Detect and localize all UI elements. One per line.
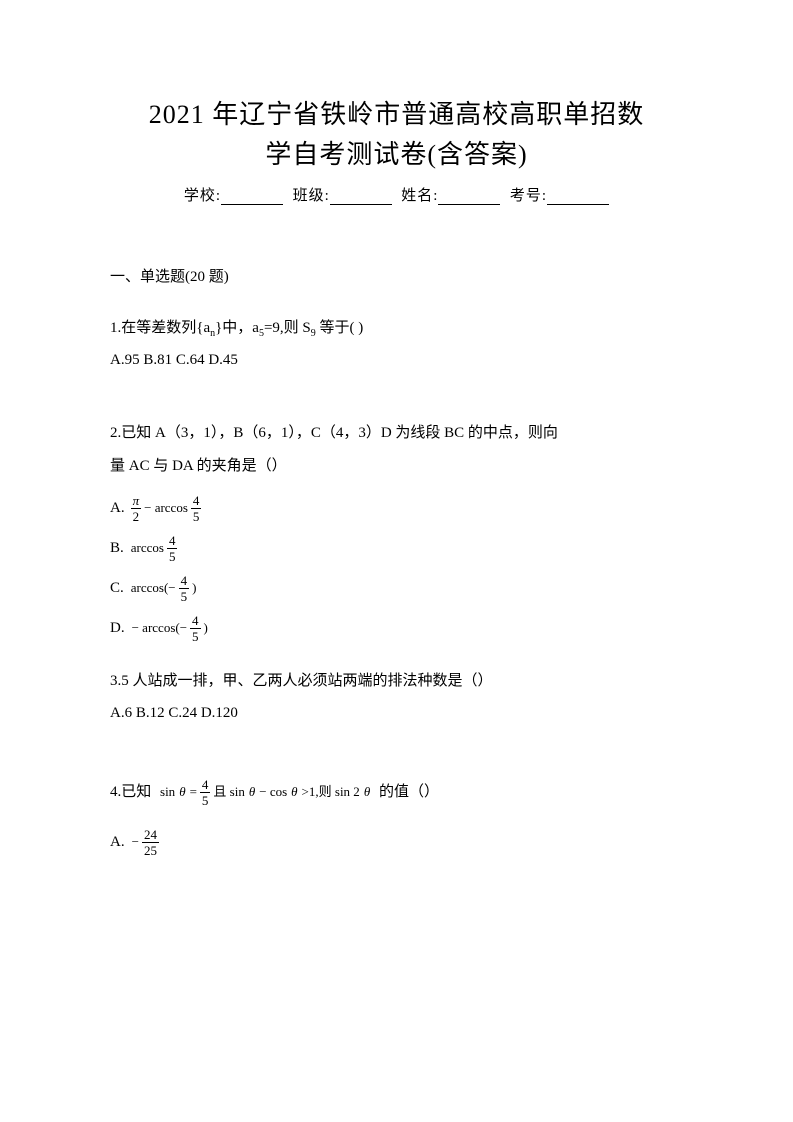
- q2-b-label: B.: [110, 533, 124, 563]
- exam-title: 2021 年辽宁省铁岭市普通高校高职单招数 学自考测试卷(含答案): [110, 95, 683, 176]
- close-paren: ): [191, 575, 197, 601]
- q2-option-d: D. − arccos(− 4 5 ): [110, 613, 683, 643]
- question-2: 2.已知 A（3，1），B（6，1），C（4，3）D 为线段 BC 的中点，则向…: [110, 417, 683, 643]
- q1-t1: 1.在等差数列{a: [110, 320, 210, 336]
- q2-line1: 2.已知 A（3，1），B（6，1），C（4，3）D 为线段 BC 的中点，则向: [110, 417, 683, 450]
- q1-t4: 等于( ): [316, 320, 364, 336]
- q4-expr: sin θ = 4 5 且 sin θ − cos θ >1,则 sin 2 θ: [159, 778, 371, 807]
- q4-a-expr: − 24 25: [131, 828, 159, 857]
- num: 4: [191, 494, 202, 509]
- den: 5: [200, 793, 211, 807]
- arccos: arccos: [130, 535, 165, 561]
- class-label: 班级:: [293, 188, 330, 204]
- minus-cos: − cos: [258, 778, 288, 807]
- q2-b-expr: arccos 4 5: [130, 534, 178, 563]
- q2-option-b: B. arccos 4 5: [110, 533, 683, 563]
- q1-options: A.95 B.81 C.64 D.45: [110, 345, 683, 375]
- class-blank[interactable]: [330, 189, 392, 205]
- theta: θ: [363, 778, 371, 807]
- title-line1: 2021 年辽宁省铁岭市普通高校高职单招数: [149, 100, 645, 129]
- minus-arccos: − arccos: [143, 495, 189, 521]
- pi: π: [131, 494, 142, 509]
- num: 4: [200, 778, 211, 793]
- title-line2: 学自考测试卷(含答案): [265, 140, 527, 169]
- q3-options: A.6 B.12 C.24 D.120: [110, 698, 683, 728]
- close-paren: ): [203, 615, 209, 641]
- num: 4: [167, 534, 178, 549]
- den: 5: [190, 629, 201, 643]
- den: 5: [179, 589, 190, 603]
- question-4: 4.已知 sin θ = 4 5 且 sin θ − cos θ >1,则 si…: [110, 776, 683, 857]
- den: 25: [142, 843, 159, 857]
- q3-stem: 3.5 人站成一排，甲、乙两人必须站两端的排法种数是（）: [110, 665, 683, 698]
- question-3: 3.5 人站成一排，甲、乙两人必须站两端的排法种数是（） A.6 B.12 C.…: [110, 665, 683, 728]
- frac-4-5: 4 5: [179, 574, 190, 603]
- q2-d-expr: − arccos(− 4 5 ): [131, 614, 209, 643]
- pi-over-2: π 2: [131, 494, 142, 523]
- frac-24-25: 24 25: [142, 828, 159, 857]
- sin: sin: [159, 778, 176, 807]
- frac-4-5: 4 5: [200, 778, 211, 807]
- q4-option-a: A. − 24 25: [110, 827, 683, 857]
- examno-label: 考号:: [510, 188, 547, 204]
- gt-sin2: >1,则 sin 2: [301, 778, 361, 807]
- examno-blank[interactable]: [547, 189, 609, 205]
- q2-option-c: C. arccos(− 4 5 ): [110, 573, 683, 603]
- q1-t3: =9,则 S: [264, 320, 311, 336]
- q1-stem: 1.在等差数列{an}中，a5=9,则 S9 等于( ): [110, 312, 683, 345]
- arccos-neg: arccos(−: [130, 575, 177, 601]
- frac-4-5: 4 5: [190, 614, 201, 643]
- q4-tail: 的值（）: [379, 784, 439, 800]
- frac-4-5: 4 5: [167, 534, 178, 563]
- student-info-line: 学校: 班级: 姓名: 考号:: [110, 184, 683, 205]
- q2-a-label: A.: [110, 493, 125, 523]
- question-1: 1.在等差数列{an}中，a5=9,则 S9 等于( ) A.95 B.81 C…: [110, 312, 683, 375]
- q2-c-expr: arccos(− 4 5 ): [130, 574, 198, 603]
- q1-t2: }中，a: [215, 320, 259, 336]
- theta: θ: [178, 778, 186, 807]
- q4-stem: 4.已知 sin θ = 4 5 且 sin θ − cos θ >1,则 si…: [110, 776, 683, 809]
- eq: =: [189, 778, 198, 807]
- theta: θ: [248, 778, 256, 807]
- q2-c-label: C.: [110, 573, 124, 603]
- school-label: 学校:: [184, 188, 221, 204]
- frac-4-5: 4 5: [191, 494, 202, 523]
- q2-option-a: A. π 2 − arccos 4 5: [110, 493, 683, 523]
- q4-a-label: A.: [110, 827, 125, 857]
- neg: −: [131, 829, 140, 855]
- q2-a-expr: π 2 − arccos 4 5: [131, 494, 202, 523]
- neg-arccos-neg: − arccos(−: [131, 615, 188, 641]
- school-blank[interactable]: [221, 189, 283, 205]
- q4-label: 4.已知: [110, 784, 151, 800]
- den: 5: [167, 549, 178, 563]
- num: 24: [142, 828, 159, 843]
- q2-line2: 量 AC 与 DA 的夹角是（）: [110, 450, 683, 483]
- den: 5: [191, 509, 202, 523]
- two: 2: [131, 509, 142, 523]
- and-sin: 且 sin: [212, 778, 245, 807]
- q2-d-label: D.: [110, 613, 125, 643]
- num: 4: [179, 574, 190, 589]
- num: 4: [190, 614, 201, 629]
- section-heading: 一、单选题(20 题): [110, 265, 683, 286]
- name-label: 姓名:: [401, 188, 438, 204]
- theta: θ: [290, 778, 298, 807]
- name-blank[interactable]: [438, 189, 500, 205]
